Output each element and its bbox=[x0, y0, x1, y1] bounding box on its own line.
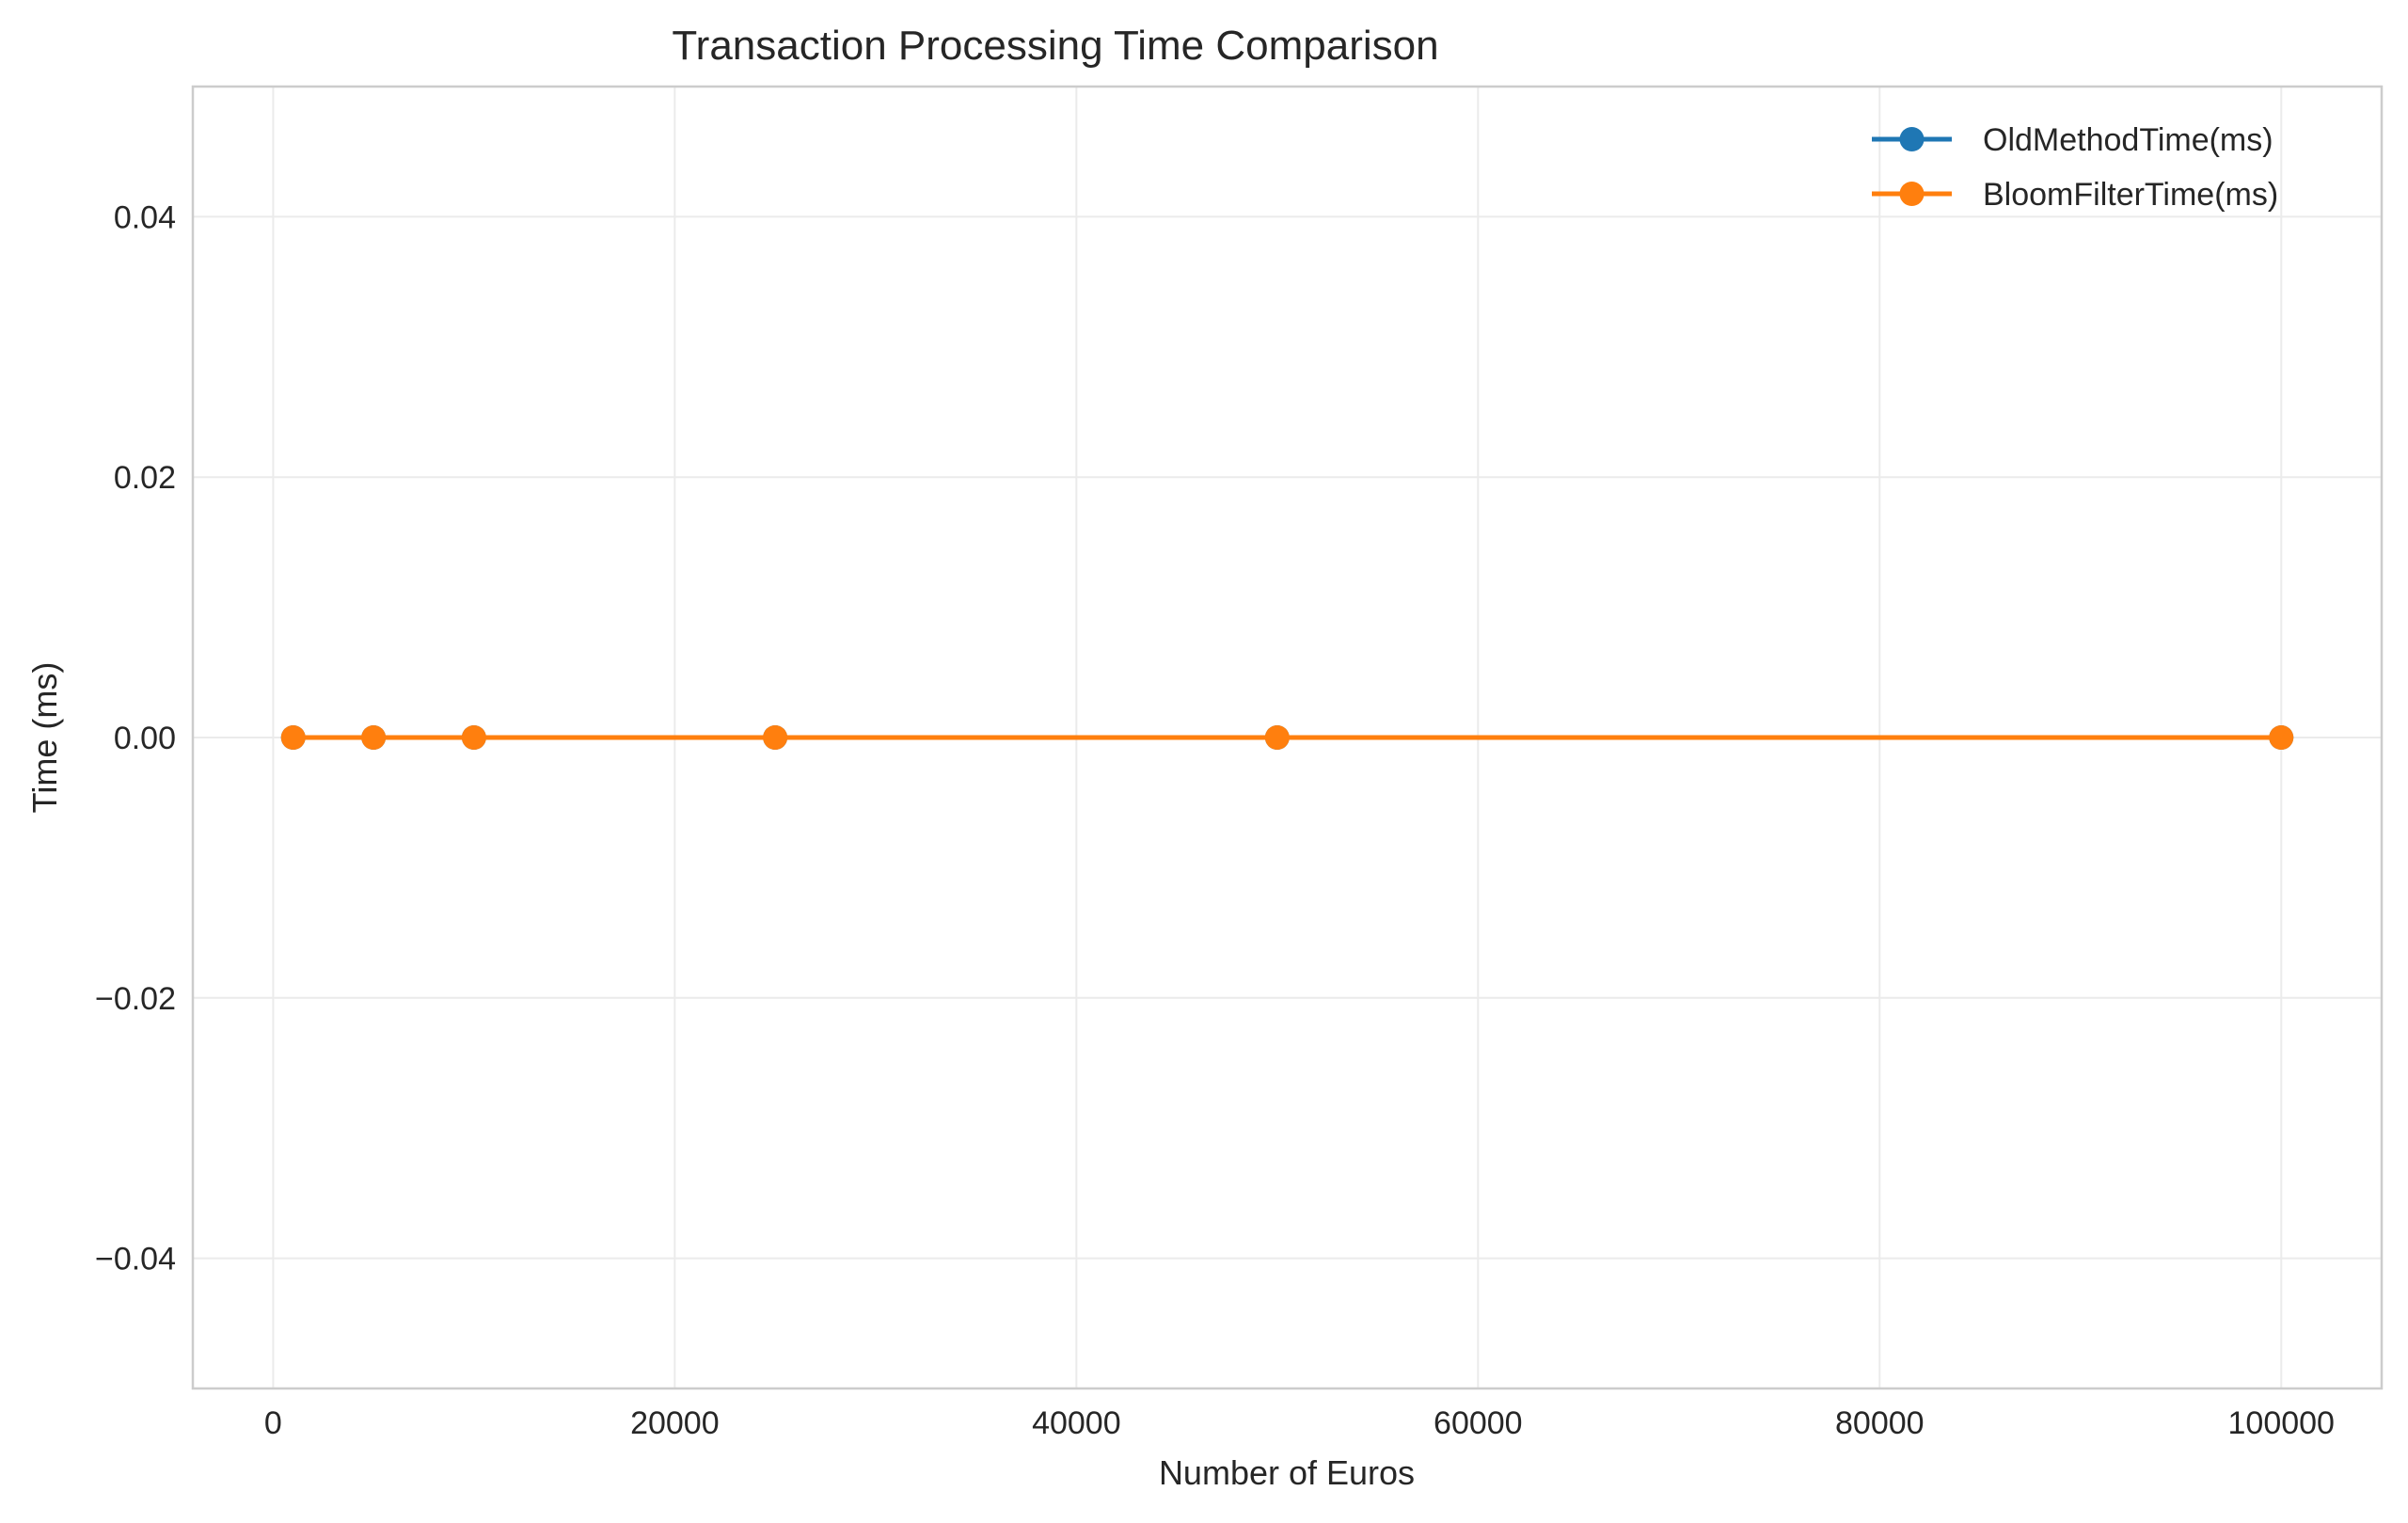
y-axis-label: Time (ms) bbox=[25, 662, 64, 814]
series-layer bbox=[280, 725, 2294, 750]
y-tick-label: −0.02 bbox=[95, 981, 176, 1017]
data-point bbox=[763, 725, 788, 750]
x-axis-label: Number of Euros bbox=[1159, 1453, 1415, 1492]
x-tick-label: 100000 bbox=[2228, 1405, 2335, 1441]
x-tick-label: 0 bbox=[264, 1405, 282, 1441]
data-point bbox=[2269, 725, 2294, 750]
legend-label: BloomFilterTime(ms) bbox=[1983, 177, 2278, 213]
y-tick-label: −0.04 bbox=[95, 1242, 176, 1277]
legend-marker bbox=[1899, 127, 1925, 151]
legend: OldMethodTime(ms) BloomFilterTime(ms) bbox=[1872, 122, 2278, 213]
x-tick-label: 40000 bbox=[1032, 1405, 1121, 1441]
data-point bbox=[1264, 725, 1290, 750]
tick-layer: 0 20000 40000 60000 80000 100000 −0.04 −0.02 0.0… bbox=[95, 199, 2335, 1441]
legend-label: OldMethodTime(ms) bbox=[1983, 122, 2273, 158]
x-tick-label: 80000 bbox=[1835, 1405, 1925, 1441]
chart-title: Transaction Processing Time Comparison bbox=[672, 23, 1438, 69]
x-tick-label: 20000 bbox=[630, 1405, 720, 1441]
y-tick-label: 0.02 bbox=[114, 460, 176, 496]
y-tick-label: 0.00 bbox=[114, 721, 176, 756]
legend-item: OldMethodTime(ms) bbox=[1872, 122, 2273, 158]
data-point bbox=[361, 725, 387, 750]
plot-frame bbox=[191, 85, 2384, 1390]
x-tick-label: 60000 bbox=[1434, 1405, 1523, 1441]
data-point bbox=[461, 725, 486, 750]
series-2 bbox=[280, 725, 2294, 750]
y-tick-label: 0.04 bbox=[114, 199, 176, 235]
data-point bbox=[280, 725, 306, 750]
legend-marker bbox=[1899, 182, 1925, 206]
legend-item: BloomFilterTime(ms) bbox=[1872, 177, 2278, 213]
